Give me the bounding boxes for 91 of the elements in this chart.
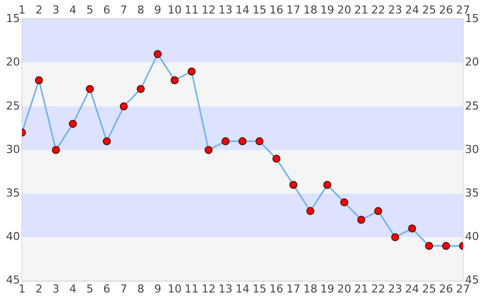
y-tick-label: 40	[6, 230, 20, 244]
y-tick-label: 20	[6, 56, 20, 69]
x2-tick-label: 15	[252, 3, 266, 16]
x-tick-label: 5	[86, 282, 94, 296]
x-tick-label: 6	[103, 282, 110, 296]
x2-tick-label: 14	[236, 3, 250, 16]
point	[425, 242, 434, 250]
x2-tick-label: 23	[388, 3, 402, 16]
x2-tick-label: 7	[120, 3, 128, 16]
point	[34, 76, 43, 84]
point	[255, 137, 264, 146]
y2-tick-label: 40	[465, 230, 480, 244]
x-tick-label: 8	[137, 282, 144, 296]
x2-tick-label: 9	[154, 3, 162, 16]
x-tick-label: 2	[35, 282, 42, 296]
point	[323, 180, 332, 189]
point	[68, 120, 77, 128]
x2-tick-label: 4	[69, 3, 76, 16]
x-tick-label: 17	[286, 282, 300, 296]
x-tick-label: 1	[18, 282, 26, 296]
y-tick-label: 15	[6, 12, 20, 26]
point	[442, 242, 450, 250]
y2-tick-label: 20	[465, 56, 480, 69]
x-tick-label: 16	[269, 282, 284, 296]
x2-tick-label: 18	[303, 3, 318, 16]
x-tick-label: 27	[456, 282, 470, 296]
point	[289, 180, 298, 189]
point	[408, 224, 416, 232]
x-tick-label: 15	[252, 282, 266, 296]
x-tick-label: 12	[202, 282, 216, 296]
point	[391, 233, 400, 242]
x-tick-label: 25	[422, 282, 436, 296]
y2-tick-label: 30	[465, 142, 480, 156]
x2-tick-label: 5	[86, 3, 94, 16]
point	[306, 207, 314, 216]
x-tick-label: 21	[354, 282, 368, 296]
x-tick-label: 19	[320, 282, 334, 296]
point	[222, 137, 230, 146]
point	[340, 198, 348, 206]
point	[272, 154, 280, 163]
x-tick-label: 24	[405, 282, 420, 296]
y2-tick-label: 25	[465, 99, 480, 112]
x2-tick-label: 26	[439, 3, 454, 16]
x-tick-label: 22	[371, 282, 386, 296]
x-tick-label: 20	[337, 282, 352, 296]
y2-tick-label: 15	[465, 12, 480, 26]
point	[86, 84, 94, 93]
x2-tick-label: 20	[337, 3, 352, 16]
point	[154, 50, 162, 58]
x2-tick-label: 13	[218, 3, 233, 16]
point	[120, 102, 128, 110]
x2-tick-label: 19	[320, 3, 334, 16]
x2-tick-label: 2	[35, 3, 42, 16]
x-tick-label: 4	[69, 282, 76, 296]
x2-tick-label: 16	[269, 3, 284, 16]
x2-tick-label: 12	[202, 3, 216, 16]
x2-tick-label: 24	[405, 3, 420, 16]
point	[188, 68, 196, 76]
x2-tick-label: 3	[52, 3, 60, 16]
point	[136, 84, 145, 93]
x-tick-label: 26	[439, 282, 454, 296]
x2-tick-label: 11	[184, 3, 199, 16]
point	[374, 207, 382, 216]
point	[238, 137, 246, 146]
x-tick-label: 13	[218, 282, 233, 296]
x-tick-label: 23	[388, 282, 402, 296]
x2-tick-label: 8	[137, 3, 144, 16]
x-tick-label: 18	[303, 282, 318, 296]
point	[170, 76, 179, 84]
y-tick-label: 25	[6, 99, 20, 112]
point	[204, 146, 213, 154]
y-tick-label: 30	[6, 142, 20, 156]
x2-tick-label: 21	[354, 3, 368, 16]
x2-tick-label: 22	[371, 3, 386, 16]
x-tick-label: 10	[168, 282, 182, 296]
x2-tick-label: 25	[422, 3, 436, 16]
y-tick-label: 35	[6, 186, 20, 200]
x2-tick-label: 10	[168, 3, 182, 16]
x2-tick-label: 6	[103, 3, 110, 16]
y-tick-label: 45	[6, 274, 20, 287]
point	[52, 146, 60, 154]
x2-tick-label: 17	[286, 3, 300, 16]
x-tick-label: 14	[236, 282, 250, 296]
x2-tick-label: 1	[18, 3, 26, 16]
x-tick-label: 9	[154, 282, 162, 296]
x-tick-label: 11	[184, 282, 199, 296]
x-tick-label: 7	[120, 282, 128, 296]
x-tick-label: 3	[52, 282, 60, 296]
point	[357, 216, 366, 224]
point	[102, 137, 111, 146]
y2-tick-label: 35	[465, 186, 480, 200]
